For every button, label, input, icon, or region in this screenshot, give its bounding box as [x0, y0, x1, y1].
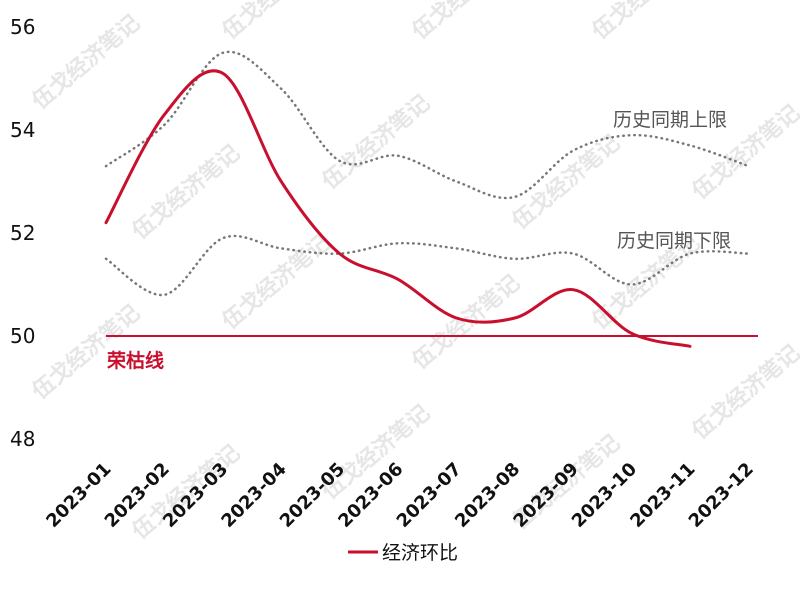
legend: 经济环比	[348, 542, 458, 564]
series-line-0	[104, 69, 692, 348]
watermark-text: 伍戈经济笔记	[686, 340, 800, 445]
y-axis: 56 54 52 50 48	[10, 15, 35, 451]
reference-line-label: 荣枯线	[106, 349, 164, 372]
reference-line-group: 荣枯线	[106, 335, 758, 372]
y-tick-label: 54	[10, 118, 35, 142]
watermark-text: 伍戈经济笔记	[126, 140, 245, 245]
watermark-text: 伍戈经济笔记	[406, 0, 525, 45]
watermark-text: 伍戈经济笔记	[216, 0, 335, 45]
y-tick-label: 50	[10, 324, 35, 348]
y-tick-label: 52	[10, 221, 35, 245]
watermark-text: 伍戈经济笔记	[586, 0, 705, 45]
watermark-text: 伍戈经济笔记	[216, 230, 335, 335]
series-line-2	[104, 234, 750, 297]
main-series-group	[104, 69, 692, 348]
y-tick-label: 56	[10, 15, 35, 39]
y-tick-label: 48	[10, 427, 35, 451]
watermark-text: 伍戈经济笔记	[406, 270, 525, 375]
watermark-text: 伍戈经济笔记	[506, 130, 625, 235]
watermark-text: 伍戈经济笔记	[316, 90, 435, 195]
watermark-text: 伍戈经济笔记	[26, 10, 145, 115]
band-label: 历史同期下限	[617, 230, 731, 252]
legend-label: 经济环比	[382, 542, 458, 564]
band-label: 历史同期上限	[613, 109, 727, 131]
